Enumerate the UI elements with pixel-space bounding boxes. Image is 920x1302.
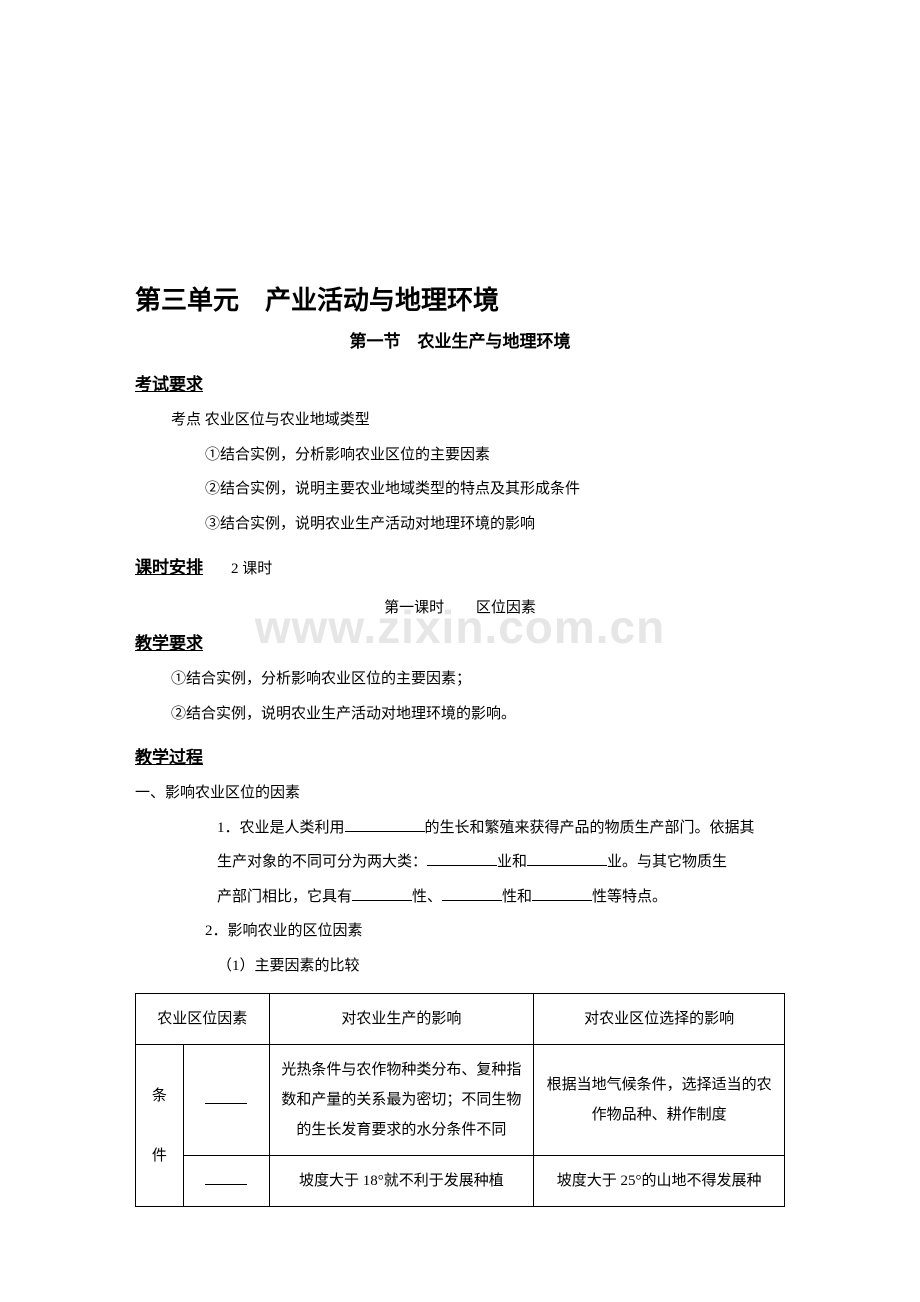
blank-5 [442, 885, 502, 901]
exam-item-3: ③结合实例，说明农业生产活动对地理环境的影响 [135, 507, 785, 542]
cell-r2-influence: 坡度大于 18°就不利于发展种植 [269, 1156, 534, 1207]
p1-line1: 1．农业是人类利用 的生长和繁殖来获得产品的物质生产部门。依据其 [135, 811, 785, 846]
p1e: 业。与其它物质生 [607, 854, 727, 870]
th-factor: 农业区位因素 [136, 994, 270, 1045]
comparison-table: 农业区位因素 对农业生产的影响 对农业区位选择的影响 条 件 光热条件与农作物种… [135, 993, 785, 1207]
cell-r1-influence: 光热条件与农作物种类分布、复种指数和产量的关系最为密切；不同生物的生长发育要求的… [269, 1045, 534, 1156]
table-header-row: 农业区位因素 对农业生产的影响 对农业区位选择的影响 [136, 994, 785, 1045]
blank-cell-2 [205, 1169, 247, 1185]
p1-line2: 生产对象的不同可分为两大类： 业和 业。与其它物质生 [135, 845, 785, 880]
process-title: 一、影响农业区位的因素 [135, 776, 785, 811]
vert-top: 条 [152, 1088, 167, 1104]
exam-item-2: ②结合实例，说明主要农业地域类型的特点及其形成条件 [135, 472, 785, 507]
p1b: 的生长和繁殖来获得产品的物质生产部门。依据其 [425, 820, 755, 836]
blank-4 [352, 885, 412, 901]
blank-2 [427, 850, 497, 866]
exam-item-1: ①结合实例，分析影响农业区位的主要因素 [135, 438, 785, 473]
p1a: 1．农业是人类利用 [217, 820, 345, 836]
vert-bot: 件 [152, 1148, 167, 1164]
table-row: 坡度大于 18°就不利于发展种植 坡度大于 25°的山地不得发展种 [136, 1156, 785, 1207]
p1i: 性等特点。 [592, 889, 667, 905]
blank-cell-1 [205, 1088, 247, 1104]
teach-req-2: ②结合实例，说明农业生产活动对地理环境的影响。 [135, 697, 785, 732]
exam-point: 考点 农业区位与农业地域类型 [135, 403, 785, 438]
cell-r2-choice: 坡度大于 25°的山地不得发展种 [534, 1156, 785, 1207]
heading-time-arrange: 课时安排 [135, 553, 203, 578]
p1-line3: 产部门相比，它具有 性、 性和 性等特点。 [135, 880, 785, 915]
cell-sub-1 [183, 1045, 269, 1156]
lesson-topic: 区位因素 [476, 600, 536, 616]
section-title: 第一节 农业生产与地理环境 [135, 327, 785, 352]
cell-vert-cond: 条 件 [136, 1045, 184, 1207]
p1d: 业和 [497, 854, 527, 870]
heading-teach-process: 教学过程 [135, 743, 785, 768]
lesson-line: 第一课时 区位因素 [135, 596, 785, 617]
cell-r1-choice: 根据当地气候条件，选择适当的农作物品种、耕作制度 [534, 1045, 785, 1156]
th-choice: 对农业区位选择的影响 [534, 994, 785, 1045]
th-influence: 对农业生产的影响 [269, 994, 534, 1045]
lesson-1: 第一课时 [384, 600, 444, 616]
p1h: 性和 [502, 889, 532, 905]
unit-title: 第三单元 产业活动与地理环境 [135, 280, 785, 317]
teach-req-1: ①结合实例，分析影响农业区位的主要因素； [135, 662, 785, 697]
p1g: 性、 [412, 889, 442, 905]
blank-1 [345, 816, 425, 832]
p2-sub: （1）主要因素的比较 [135, 949, 785, 984]
p2: 2．影响农业的区位因素 [135, 914, 785, 949]
p1c: 生产对象的不同可分为两大类： [217, 854, 427, 870]
cell-sub-2 [183, 1156, 269, 1207]
heading-exam-req: 考试要求 [135, 370, 785, 395]
blank-6 [532, 885, 592, 901]
table-row: 条 件 光热条件与农作物种类分布、复种指数和产量的关系最为密切；不同生物的生长发… [136, 1045, 785, 1156]
blank-3 [527, 850, 607, 866]
time-value: 2 课时 [231, 557, 272, 578]
p1f: 产部门相比，它具有 [217, 889, 352, 905]
heading-teach-req: 教学要求 [135, 629, 785, 654]
